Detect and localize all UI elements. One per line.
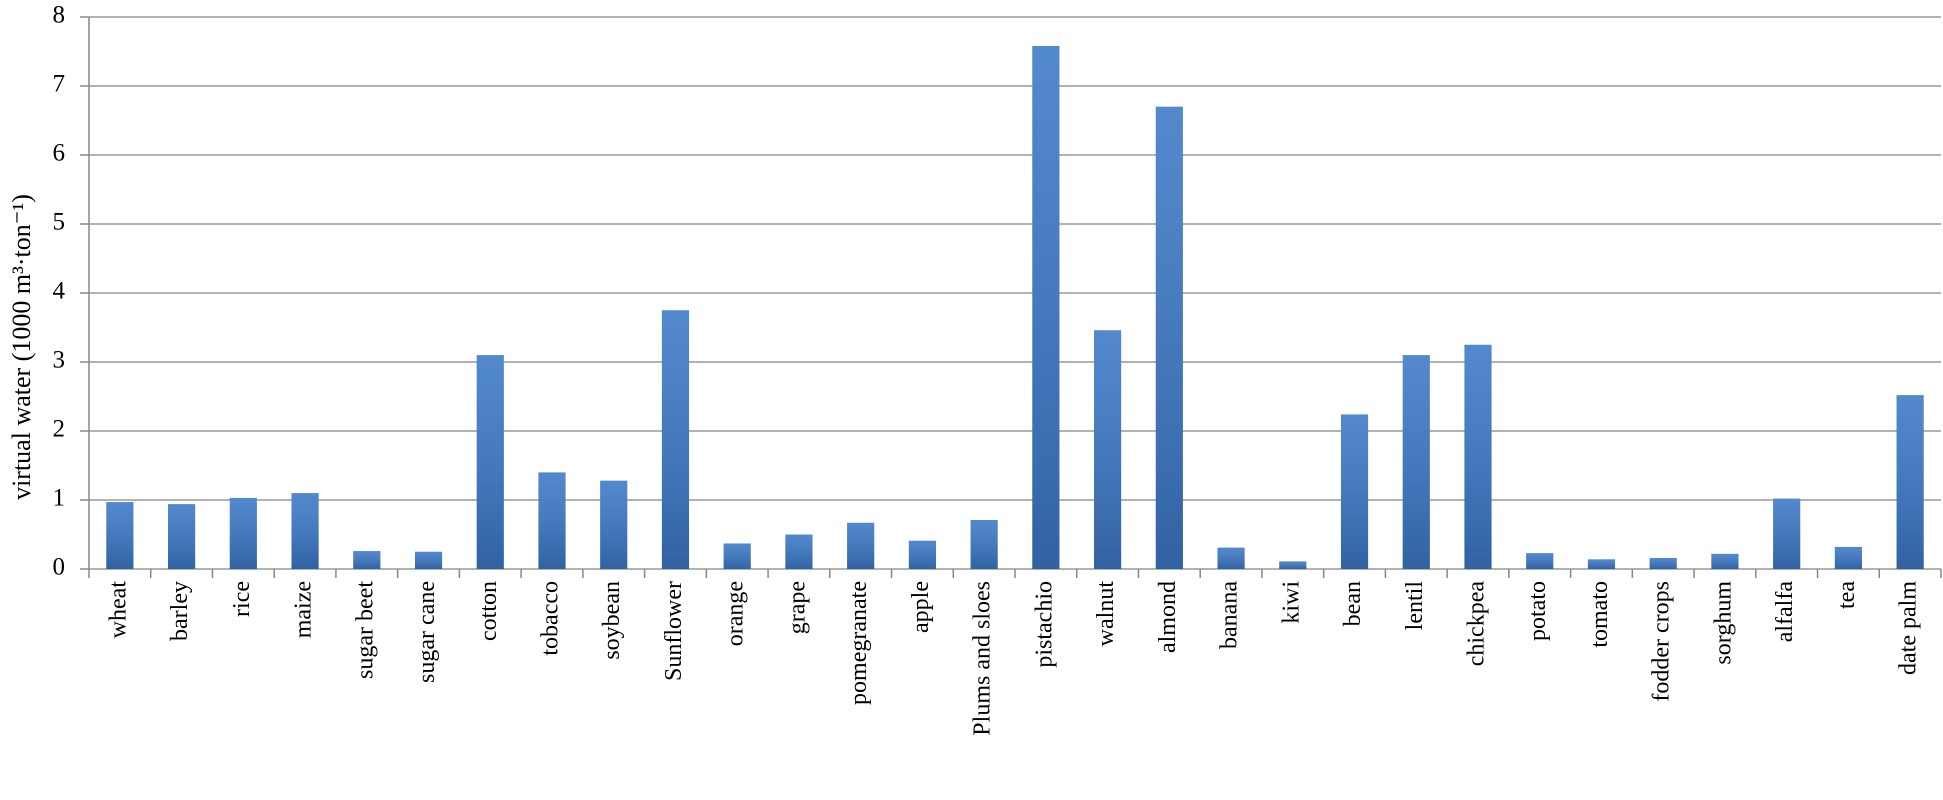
bar-shade	[1896, 395, 1924, 569]
bar-shade	[168, 504, 196, 569]
x-tick-label: pomegranate	[846, 581, 872, 705]
x-tick-label: alfalfa	[1772, 581, 1798, 643]
x-tick-label: fodder crops	[1649, 581, 1675, 702]
x-tick-label: grape	[784, 581, 810, 634]
x-tick-label: apple	[908, 581, 934, 633]
x-tick-label: Sunflower	[661, 581, 687, 681]
x-tick-label: tea	[1834, 581, 1860, 609]
bar-shade	[1587, 559, 1616, 569]
x-tick-label: chickpea	[1464, 581, 1490, 667]
bar-shade	[229, 497, 257, 569]
bar-shade	[1773, 498, 1801, 569]
bar-shade	[847, 522, 875, 569]
y-axis-label: virtual water (1000 m³·ton⁻¹)	[7, 194, 36, 500]
bar-shade	[908, 540, 936, 569]
y-tick-label: 2	[53, 416, 66, 443]
y-tick-label: 6	[53, 140, 66, 167]
y-tick-label: 0	[53, 554, 66, 581]
x-tick-label: bean	[1340, 581, 1366, 626]
x-tick-label: date palm	[1896, 581, 1922, 675]
bar-shade	[600, 480, 628, 569]
bar-shade	[1217, 547, 1245, 569]
x-tick-label: tobacco	[538, 581, 564, 656]
bar-shade	[970, 520, 998, 569]
x-tick-label: potato	[1525, 581, 1551, 641]
bar-shade	[1279, 561, 1307, 569]
y-tick-label: 8	[53, 2, 66, 29]
bar-shade	[106, 502, 134, 569]
bar-shade	[1032, 45, 1060, 570]
bar-shade	[661, 310, 690, 569]
bar-shade	[1649, 557, 1677, 569]
x-tick-label: lentil	[1402, 581, 1428, 631]
x-tick-label: rice	[229, 581, 255, 617]
bar-shade	[1526, 553, 1554, 569]
bar-shade	[1711, 553, 1739, 569]
x-tick-label: sugar beet	[352, 581, 378, 679]
x-tick-label: maize	[291, 581, 317, 638]
x-tick-label: walnut	[1093, 581, 1119, 647]
bar-shade	[1464, 344, 1492, 569]
x-tick-label: tomato	[1587, 581, 1613, 648]
bar-shade	[1340, 414, 1369, 569]
bar-shade	[1402, 355, 1430, 569]
x-tick-label: orange	[723, 581, 749, 646]
x-tick-label: Plums and sloes	[970, 581, 996, 736]
x-tick-label: pistachio	[1031, 581, 1057, 668]
bar-shade	[1094, 330, 1122, 569]
x-tick-label: soybean	[599, 581, 625, 660]
x-tick-label: barley	[167, 581, 193, 641]
bar-shade	[291, 493, 319, 569]
y-tick-label: 3	[53, 347, 66, 374]
bar-shade	[1155, 106, 1183, 569]
x-tick-label: sorghum	[1710, 581, 1736, 665]
bar-shade	[785, 534, 813, 569]
x-tick-label: banana	[1217, 581, 1243, 649]
y-tick-label: 5	[53, 209, 66, 236]
x-tick-label: kiwi	[1278, 581, 1304, 624]
x-tick-label: almond	[1155, 581, 1181, 653]
x-tick-label: sugar cane	[414, 581, 440, 683]
y-tick-label: 1	[53, 485, 66, 512]
x-tick-label: cotton	[476, 581, 502, 641]
bar-shade	[476, 355, 504, 569]
y-tick-label: 4	[53, 278, 66, 305]
bar-shade	[353, 551, 381, 569]
bar-shade	[414, 551, 443, 569]
y-tick-label: 7	[53, 71, 66, 98]
bar-shade	[538, 472, 566, 569]
x-tick-label: wheat	[105, 581, 131, 639]
bar-shade	[1834, 546, 1862, 569]
bar-shade	[723, 543, 751, 569]
